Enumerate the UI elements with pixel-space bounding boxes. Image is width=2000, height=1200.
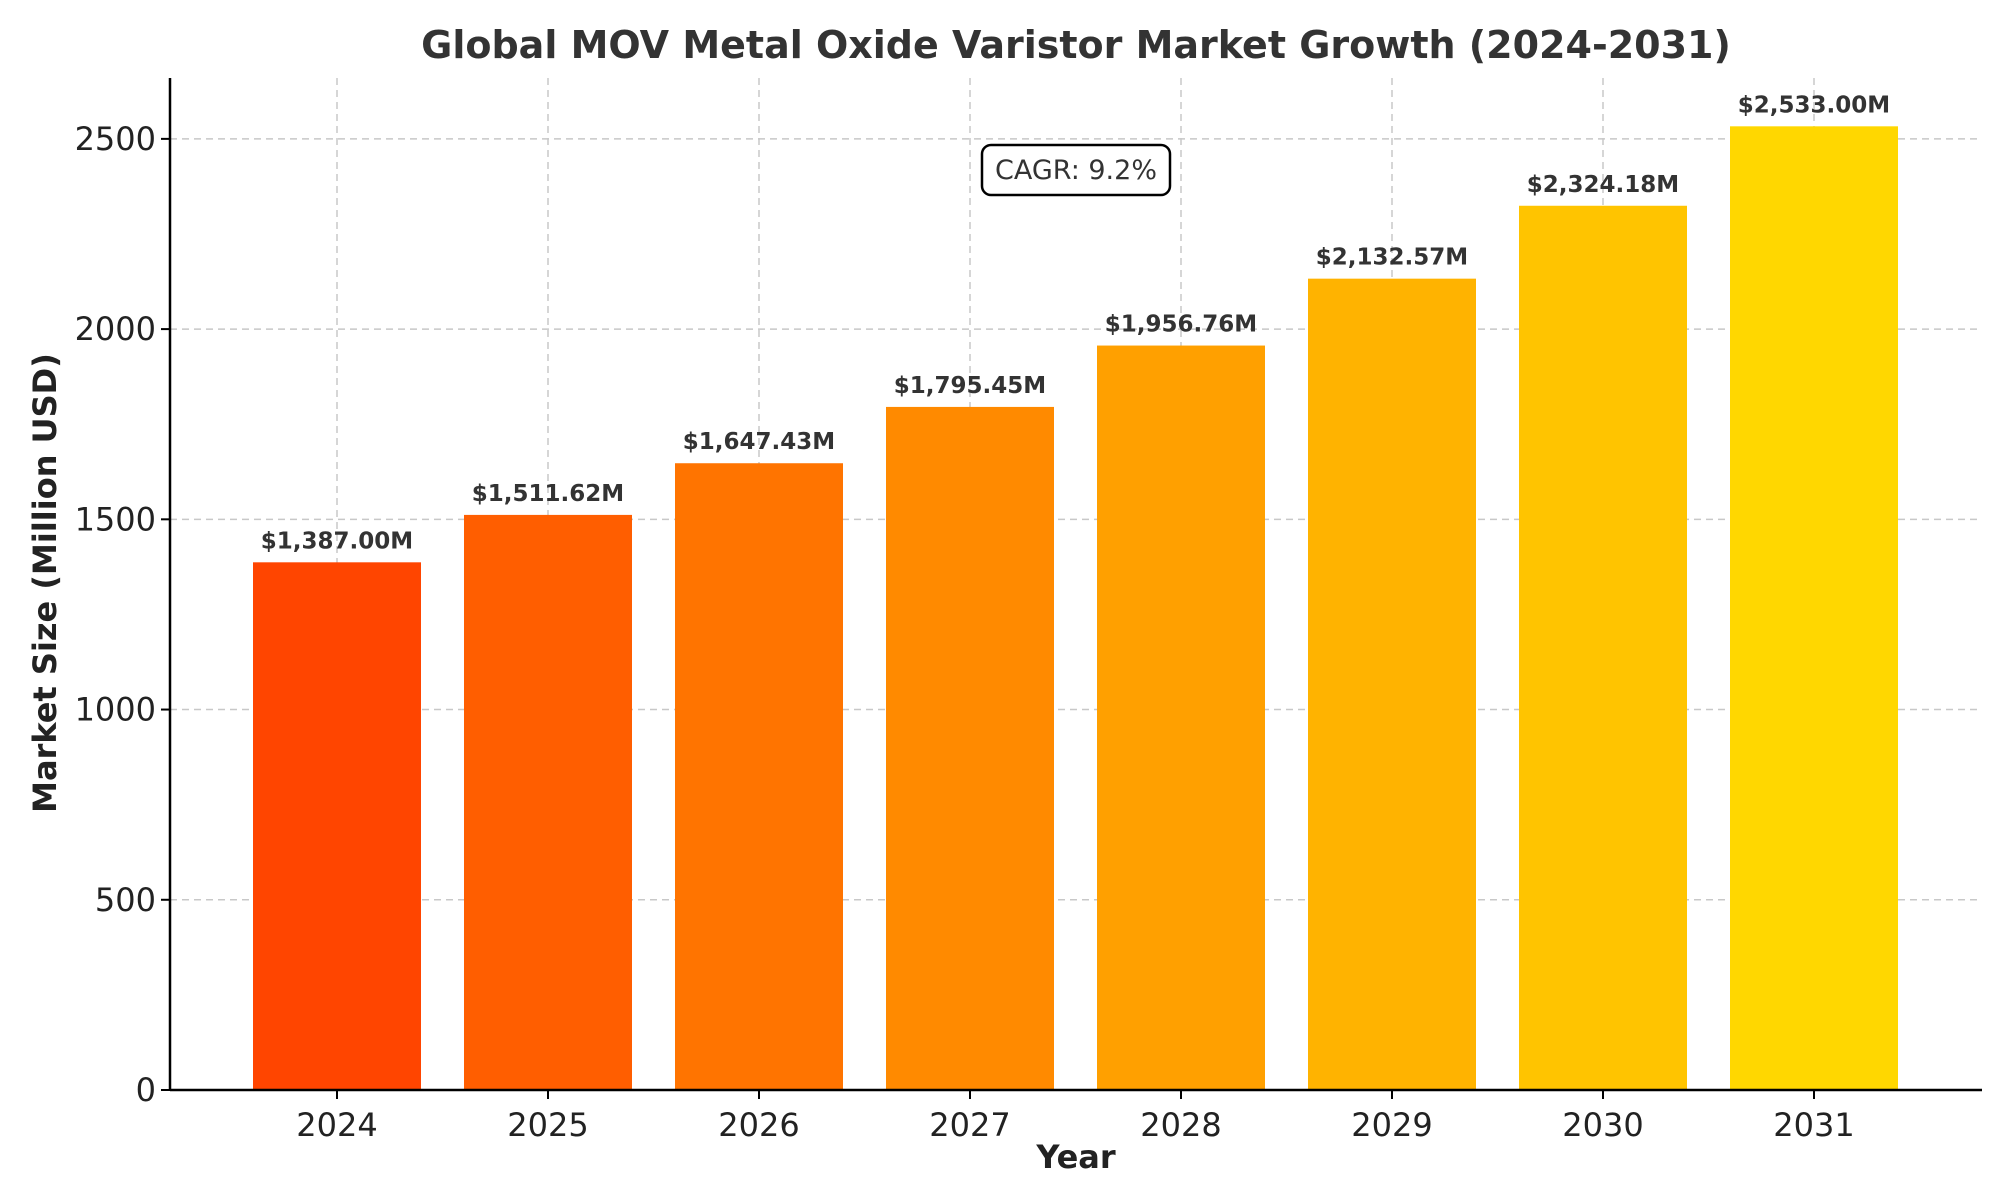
y-tick-label: 1500 — [75, 500, 156, 538]
x-tick-label-2025: 2025 — [507, 1106, 588, 1144]
data-label-2026: $1,647.43M — [683, 429, 835, 455]
y-axis-label: Market Size (Million USD) — [26, 353, 64, 813]
y-tick-label: 1000 — [75, 691, 156, 729]
y-tick-label: 2000 — [75, 310, 156, 348]
grid-lines — [170, 78, 1982, 1091]
bar-2027 — [886, 406, 1054, 1090]
chart-title: Global MOV Metal Oxide Varistor Market G… — [421, 23, 1731, 67]
x-tick-label-2030: 2030 — [1562, 1106, 1643, 1144]
y-tick-label: 0 — [136, 1071, 156, 1109]
bar-2028 — [1097, 345, 1265, 1090]
data-label-2025: $1,511.62M — [472, 481, 624, 507]
x-tick-label-2031: 2031 — [1773, 1106, 1854, 1144]
cagr-box — [980, 143, 1172, 197]
tick-labels: 0 500 1000 1500 2000 2500 2024 2025 2026 2027 2028… — [75, 120, 1855, 1144]
bar-2026 — [675, 463, 843, 1090]
axes — [161, 78, 1982, 1099]
data-label-2024: $1,387.00M — [261, 528, 413, 554]
bar-2031 — [1730, 126, 1898, 1091]
x-tick-label-2024: 2024 — [296, 1106, 377, 1144]
bar-2029 — [1308, 278, 1476, 1090]
data-label-2028: $1,956.76M — [1105, 312, 1257, 338]
bars — [253, 126, 1898, 1091]
bar-2025 — [464, 514, 632, 1090]
y-tick-label: 2500 — [75, 120, 156, 158]
data-label-2027: $1,795.45M — [894, 373, 1046, 399]
data-label-2031: $2,533.00M — [1738, 92, 1890, 118]
data-labels: $1,387.00M $1,511.62M $1,647.43M $1,795.45M… — [261, 92, 1890, 554]
x-tick-label-2029: 2029 — [1351, 1106, 1432, 1144]
x-tick-label-2028: 2028 — [1140, 1106, 1221, 1144]
y-tick-label: 500 — [95, 881, 156, 919]
x-tick-label-2026: 2026 — [718, 1106, 799, 1144]
x-tick-label-2027: 2027 — [929, 1106, 1010, 1144]
x-axis-label: Year — [1035, 1138, 1116, 1176]
cagr-label: CAGR: 9.2% — [995, 155, 1157, 186]
bar-2030 — [1519, 205, 1687, 1091]
data-label-2029: $2,132.57M — [1316, 245, 1468, 271]
data-label-2030: $2,324.18M — [1527, 172, 1679, 198]
cagr-annotation: CAGR: 9.2% — [980, 143, 1172, 197]
bar-2024 — [253, 562, 421, 1090]
